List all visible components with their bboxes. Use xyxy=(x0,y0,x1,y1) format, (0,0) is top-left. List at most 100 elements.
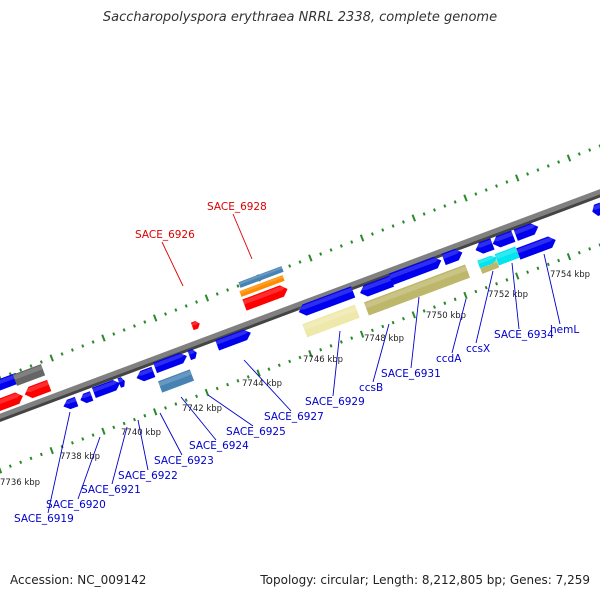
gene-label-SACE_6921[interactable]: SACE_6921 xyxy=(81,484,141,496)
tick-dot xyxy=(433,208,436,212)
tick-dot xyxy=(215,386,219,391)
tick-dot xyxy=(112,332,116,336)
gene-label-ccdA[interactable]: ccdA xyxy=(436,353,462,365)
outer-tick-line xyxy=(0,144,600,382)
gene-label-SACE_6924[interactable]: SACE_6924 xyxy=(189,440,249,452)
tick-dot xyxy=(164,406,167,410)
gene-label-SACE_6925[interactable]: SACE_6925 xyxy=(226,426,286,438)
scale-tick-label: 7736 kbp xyxy=(0,478,40,488)
gene-upper-12[interactable] xyxy=(590,202,600,218)
gene-SACE_6928-b[interactable] xyxy=(239,275,285,297)
tick-dot xyxy=(484,285,488,290)
gene-SACE_6923[interactable] xyxy=(135,366,156,384)
gene-label-SACE_6922[interactable]: SACE_6922 xyxy=(118,470,178,482)
tick-dot xyxy=(49,354,54,362)
scale-tick-label: 7738 kbp xyxy=(60,452,100,462)
gene-ccsX[interactable] xyxy=(477,254,499,269)
gene-SACE_6928-a[interactable] xyxy=(238,266,284,288)
gene-label-SACE_6928[interactable]: SACE_6928 xyxy=(207,201,267,213)
leader-line xyxy=(511,262,520,330)
gene-SACE_6928-c[interactable] xyxy=(242,283,289,311)
gene-hemL[interactable] xyxy=(516,234,558,260)
gene-SACE_6927[interactable] xyxy=(215,328,253,351)
tick-dot xyxy=(359,234,365,242)
tick-dot xyxy=(588,148,592,152)
gene-SACE_6924[interactable] xyxy=(153,351,189,374)
leader-line xyxy=(137,419,149,471)
tick-dot xyxy=(339,244,343,248)
gene-upper-6[interactable] xyxy=(358,275,395,298)
tick-dot xyxy=(288,264,292,268)
tick-dot xyxy=(339,340,343,344)
tick-dot xyxy=(174,402,178,406)
tick-dot xyxy=(588,247,592,251)
tick-dot xyxy=(411,214,416,222)
gene-upper-9[interactable] xyxy=(473,238,495,256)
scale-tick-label: 7748 kbp xyxy=(364,334,404,344)
tick-dot xyxy=(463,291,468,300)
gene-upper-7[interactable] xyxy=(388,255,444,286)
leader-line xyxy=(161,241,184,287)
tick-dot xyxy=(101,427,106,435)
tick-dot xyxy=(381,324,385,329)
gene-upper-11[interactable] xyxy=(513,221,541,241)
scale-tick-label: 7750 kbp xyxy=(426,311,466,321)
gene-SACE_6925[interactable] xyxy=(157,369,195,393)
gene-label-SACE_6931[interactable]: SACE_6931 xyxy=(381,368,441,380)
gene-SACE_6929[interactable] xyxy=(302,304,360,338)
scale-tick-label: 7746 kbp xyxy=(303,355,343,365)
tick-dot xyxy=(29,456,33,461)
leader-line xyxy=(77,436,101,500)
tick-dot xyxy=(112,425,116,430)
tick-dot xyxy=(350,240,354,244)
tick-dot xyxy=(236,284,240,288)
tick-dot xyxy=(204,294,210,302)
scale-tick-label: 7744 kbp xyxy=(242,379,282,389)
leader-line xyxy=(111,426,128,485)
gene-SACE_6919[interactable] xyxy=(62,396,79,411)
gene-SACE_6922[interactable] xyxy=(117,376,126,388)
tick-dot xyxy=(536,266,540,271)
backbone-line xyxy=(0,189,600,419)
tick-dot xyxy=(381,228,385,232)
gene-SACE_6920[interactable] xyxy=(79,391,94,405)
gene-label-SACE_6923[interactable]: SACE_6923 xyxy=(154,455,214,467)
tick-dot xyxy=(474,192,478,196)
tick-dot xyxy=(152,314,158,322)
gene-label-SACE_6934[interactable]: SACE_6934 xyxy=(494,329,554,341)
tick-dot xyxy=(505,180,509,184)
leader-line xyxy=(243,359,292,412)
tick-dot xyxy=(101,334,106,342)
tick-dot xyxy=(495,282,499,286)
tick-dot xyxy=(453,200,457,204)
gene-upper-2[interactable] xyxy=(12,364,46,386)
gene-upper-10[interactable] xyxy=(491,230,516,250)
gene-label-hemL[interactable]: hemL xyxy=(550,324,579,336)
gene-upper-5[interactable] xyxy=(297,286,356,318)
tick-dot xyxy=(39,360,43,364)
gene-ccsB-SACE_6931[interactable] xyxy=(363,264,471,316)
gene-upper-4[interactable] xyxy=(23,379,52,400)
gene-upper-8[interactable] xyxy=(441,247,465,266)
gene-SACE_6921[interactable] xyxy=(91,378,122,399)
gene-label-SACE_6920[interactable]: SACE_6920 xyxy=(46,499,106,511)
gene-label-SACE_6929[interactable]: SACE_6929 xyxy=(305,396,365,408)
tick-dot xyxy=(515,272,520,280)
gene-labels-layer: SACE_6919 SACE_6920 SACE_6921 SACE_6922 SACE… xyxy=(14,201,579,525)
map-title: Saccharopolyspora erythraea NRRL 2338, c… xyxy=(102,10,498,25)
tick-dot xyxy=(370,328,374,333)
gene-label-ccsX[interactable]: ccsX xyxy=(466,343,490,355)
gene-SACE_6926[interactable] xyxy=(190,320,201,331)
tick-dot xyxy=(329,248,333,252)
tick-dot xyxy=(277,363,281,368)
tick-dot xyxy=(577,251,581,255)
gene-SACE_6924b[interactable] xyxy=(187,348,199,361)
gene-label-SACE_6926[interactable]: SACE_6926 xyxy=(135,229,195,241)
gene-SACE_6934[interactable] xyxy=(494,246,520,266)
gene-label-ccsB[interactable]: ccsB xyxy=(359,382,383,394)
tick-dot xyxy=(184,398,188,402)
gene-label-SACE_6919[interactable]: SACE_6919 xyxy=(14,513,74,525)
tick-dot xyxy=(577,152,581,156)
gene-upper-3[interactable] xyxy=(0,390,25,414)
gene-label-SACE_6927[interactable]: SACE_6927 xyxy=(264,411,324,423)
